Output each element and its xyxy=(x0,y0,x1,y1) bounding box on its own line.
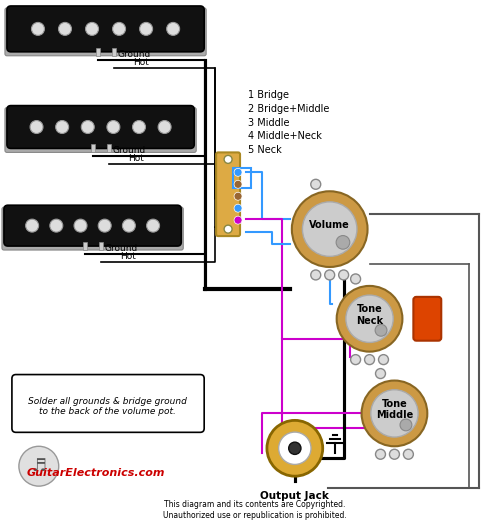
Text: ♬: ♬ xyxy=(32,457,46,475)
Circle shape xyxy=(376,369,386,378)
Circle shape xyxy=(400,419,412,431)
Circle shape xyxy=(107,121,120,134)
Bar xyxy=(233,169,251,188)
Circle shape xyxy=(122,219,136,232)
Circle shape xyxy=(278,432,311,465)
Bar xyxy=(112,48,116,56)
Circle shape xyxy=(166,22,179,35)
Bar xyxy=(106,145,110,152)
Text: 2 Bridge+Middle: 2 Bridge+Middle xyxy=(248,103,330,114)
Circle shape xyxy=(311,270,320,280)
Circle shape xyxy=(404,449,413,459)
Circle shape xyxy=(234,216,242,224)
FancyBboxPatch shape xyxy=(2,207,184,250)
Circle shape xyxy=(362,381,428,446)
Circle shape xyxy=(336,235,350,249)
FancyBboxPatch shape xyxy=(5,8,206,56)
Circle shape xyxy=(267,420,322,476)
Circle shape xyxy=(292,191,368,267)
Circle shape xyxy=(74,219,87,232)
Circle shape xyxy=(158,121,171,134)
Circle shape xyxy=(132,121,145,134)
Circle shape xyxy=(224,225,232,233)
FancyBboxPatch shape xyxy=(7,6,204,52)
Text: GuitarElectronics.com: GuitarElectronics.com xyxy=(26,468,165,478)
Circle shape xyxy=(346,295,393,342)
Text: Tone
Middle: Tone Middle xyxy=(376,399,413,420)
FancyBboxPatch shape xyxy=(7,105,194,148)
Circle shape xyxy=(390,449,400,459)
Text: Hot: Hot xyxy=(134,58,150,67)
Circle shape xyxy=(32,22,44,35)
Bar xyxy=(82,242,86,250)
Text: Output Jack: Output Jack xyxy=(260,491,330,501)
Text: Solder all grounds & bridge ground
to the back of the volume pot.: Solder all grounds & bridge ground to th… xyxy=(28,397,187,416)
Circle shape xyxy=(56,121,68,134)
Text: 4 Middle+Neck: 4 Middle+Neck xyxy=(248,132,322,141)
Text: Hot: Hot xyxy=(128,155,144,163)
Text: Ground: Ground xyxy=(118,50,151,59)
Circle shape xyxy=(30,121,43,134)
Text: 1 Bridge: 1 Bridge xyxy=(248,90,289,100)
Text: Hot: Hot xyxy=(120,252,136,261)
Circle shape xyxy=(338,270,348,280)
FancyBboxPatch shape xyxy=(414,297,442,341)
Circle shape xyxy=(146,219,160,232)
Circle shape xyxy=(375,324,387,336)
FancyBboxPatch shape xyxy=(4,205,182,246)
Circle shape xyxy=(311,180,320,189)
Circle shape xyxy=(234,192,242,200)
Circle shape xyxy=(26,219,38,232)
Circle shape xyxy=(234,180,242,188)
FancyBboxPatch shape xyxy=(5,108,196,152)
Circle shape xyxy=(58,22,71,35)
Circle shape xyxy=(336,286,402,352)
Circle shape xyxy=(234,204,242,212)
Text: Ground: Ground xyxy=(104,244,138,253)
Circle shape xyxy=(378,354,388,364)
Circle shape xyxy=(234,169,242,176)
Text: Ground: Ground xyxy=(112,146,146,156)
Circle shape xyxy=(288,442,301,455)
Circle shape xyxy=(82,121,94,134)
Circle shape xyxy=(86,22,98,35)
Text: Volume: Volume xyxy=(310,220,350,230)
Bar xyxy=(96,48,100,56)
Text: Tone
Neck: Tone Neck xyxy=(356,304,383,326)
Circle shape xyxy=(302,202,357,256)
Circle shape xyxy=(98,219,111,232)
Text: 5 Neck: 5 Neck xyxy=(248,146,282,156)
Circle shape xyxy=(350,354,360,364)
Bar xyxy=(98,242,102,250)
Bar xyxy=(90,145,94,152)
Text: This diagram and its contents are Copyrighted.
Unauthorized use or republication: This diagram and its contents are Copyri… xyxy=(163,501,347,520)
Circle shape xyxy=(376,449,386,459)
Circle shape xyxy=(350,274,360,284)
FancyBboxPatch shape xyxy=(216,152,240,236)
Circle shape xyxy=(140,22,152,35)
FancyBboxPatch shape xyxy=(12,375,204,432)
Circle shape xyxy=(324,270,334,280)
Circle shape xyxy=(224,156,232,163)
Circle shape xyxy=(19,446,59,486)
Circle shape xyxy=(112,22,126,35)
Circle shape xyxy=(364,354,374,364)
Text: 3 Middle: 3 Middle xyxy=(248,117,290,127)
Circle shape xyxy=(371,390,418,437)
Circle shape xyxy=(50,219,63,232)
